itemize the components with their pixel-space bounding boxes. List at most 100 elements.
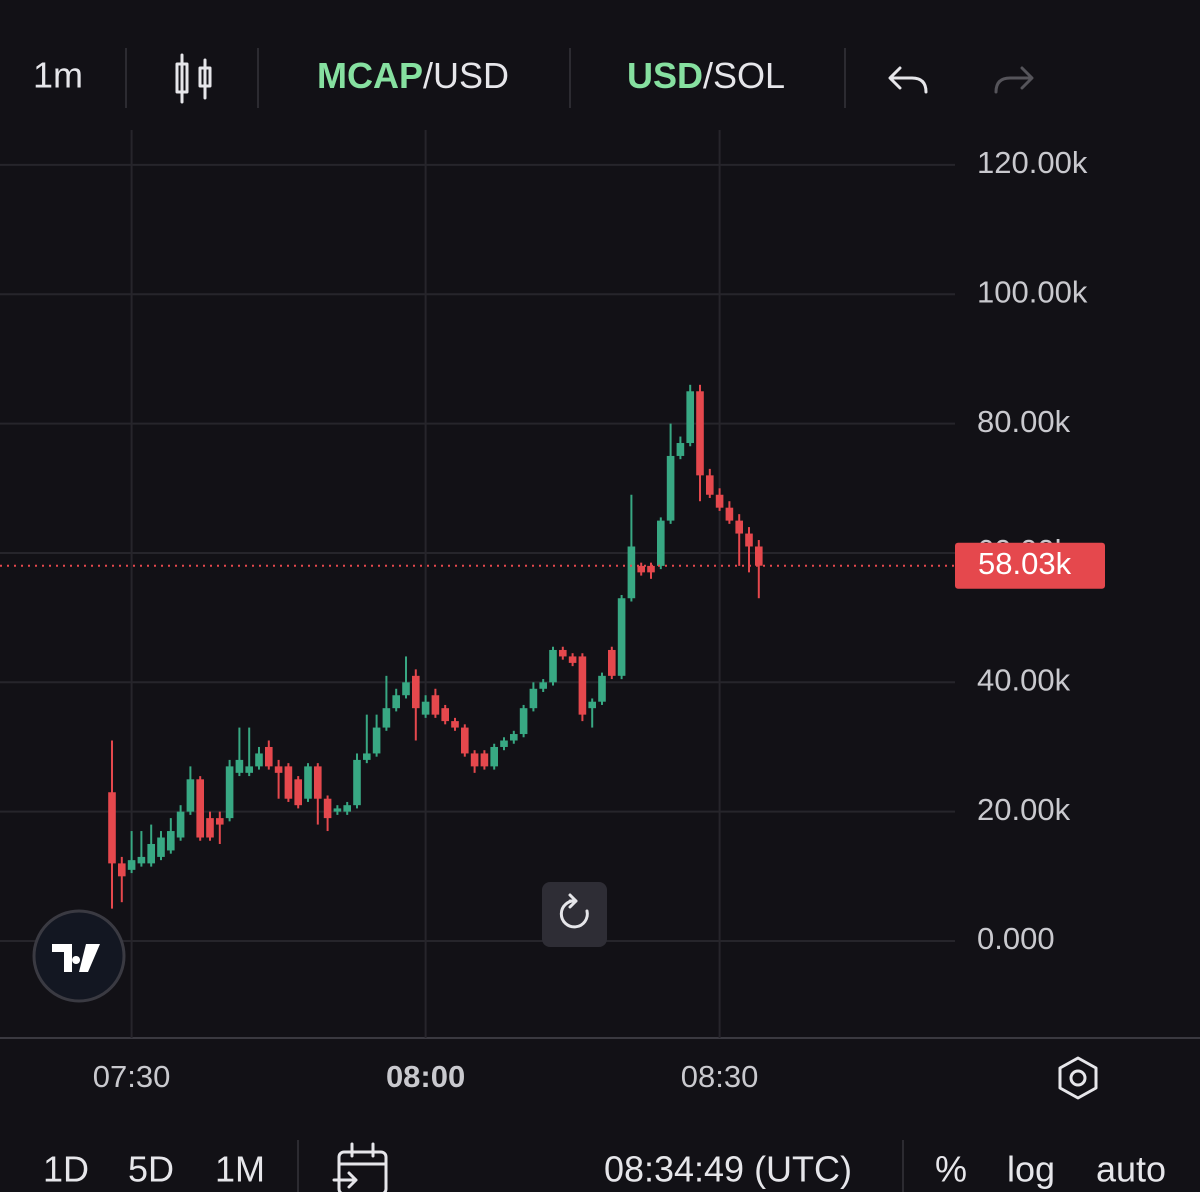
candle-body xyxy=(167,831,175,851)
bottom-bar: 1D 5D 1M 08:34:49 (UTC) % log auto xyxy=(43,1140,1166,1192)
candle-body xyxy=(216,818,224,825)
reset-button[interactable] xyxy=(542,882,607,947)
plot-area: 0.00020.00k40.00k60.00k80.00k100.00k120.… xyxy=(0,130,1105,1038)
candle-body xyxy=(725,507,734,521)
candle-body xyxy=(353,759,361,806)
usd-sol-toggle[interactable]: USD/SOL xyxy=(627,55,785,96)
undo-button[interactable] xyxy=(888,66,928,94)
y-tick-label: 80.00k xyxy=(977,404,1071,439)
candle-body xyxy=(441,708,449,722)
candle-body xyxy=(245,766,253,773)
candle-body xyxy=(314,766,322,799)
candle-body xyxy=(186,779,195,812)
candle-body xyxy=(412,675,420,709)
date-range-button[interactable] xyxy=(332,1142,388,1192)
chart-type-button[interactable] xyxy=(175,53,212,104)
auto-toggle[interactable]: auto xyxy=(1096,1149,1166,1190)
candle-body xyxy=(304,766,312,799)
range-button[interactable]: 5D xyxy=(128,1149,174,1190)
candle-body xyxy=(225,766,234,819)
last-price-label: 58.03k xyxy=(978,546,1072,581)
candle-body xyxy=(127,860,136,870)
candle-body xyxy=(265,746,273,767)
candle-body xyxy=(108,792,116,864)
candle-body xyxy=(666,455,675,521)
candle-body xyxy=(588,701,596,709)
candle-body xyxy=(451,721,459,728)
candle-body xyxy=(647,565,655,573)
candle-body xyxy=(284,766,293,799)
candle-body xyxy=(510,734,518,741)
candle-body xyxy=(696,391,704,476)
x-tick-label: 08:30 xyxy=(681,1059,759,1094)
candle-body xyxy=(500,740,508,747)
mcap-usd-toggle[interactable]: MCAP/USD xyxy=(317,55,509,96)
x-tick-label: 08:00 xyxy=(386,1059,465,1094)
candle-body xyxy=(118,863,126,877)
candle-body xyxy=(539,682,547,689)
candle-body xyxy=(461,727,469,754)
settings-icon xyxy=(1069,1069,1087,1087)
interval-button[interactable]: 1m xyxy=(33,55,83,96)
candle-body xyxy=(559,649,567,657)
candle-body xyxy=(363,753,371,760)
candle-body xyxy=(480,753,489,767)
range-button[interactable]: 1M xyxy=(215,1149,265,1190)
toggle-active: MCAP xyxy=(317,55,423,96)
candle-body xyxy=(637,565,645,573)
candle-body xyxy=(470,753,479,767)
candle-body xyxy=(147,843,155,864)
y-tick-label: 0.000 xyxy=(977,921,1055,956)
candle-body xyxy=(519,708,528,735)
toggle-active: USD xyxy=(627,55,703,96)
y-tick-label: 40.00k xyxy=(977,662,1071,697)
candle-body xyxy=(490,746,498,767)
candle-body xyxy=(157,837,165,857)
candle-body xyxy=(608,649,616,676)
candle-body xyxy=(578,656,587,715)
range-button[interactable]: 1D xyxy=(43,1149,89,1190)
percent-toggle[interactable]: % xyxy=(935,1149,967,1190)
y-tick-label: 120.00k xyxy=(977,145,1088,180)
candle-body xyxy=(206,818,214,838)
candle-body xyxy=(421,701,430,715)
redo-button[interactable] xyxy=(994,66,1034,94)
candle-body xyxy=(137,856,146,864)
reset-icon xyxy=(559,893,589,929)
logo-mark xyxy=(52,944,100,972)
candle-body xyxy=(382,708,391,728)
log-toggle[interactable]: log xyxy=(1007,1149,1055,1190)
candle-body xyxy=(176,811,185,838)
candle-body xyxy=(755,546,763,566)
candle-body xyxy=(235,759,244,773)
candle-body xyxy=(568,656,577,663)
candle-body xyxy=(745,533,753,547)
candle-body xyxy=(274,766,283,773)
y-tick-label: 100.00k xyxy=(977,274,1088,309)
x-tick-label: 07:30 xyxy=(93,1059,171,1094)
candle-body xyxy=(549,649,557,683)
toggle-inactive: /USD xyxy=(423,55,509,96)
candle-body xyxy=(617,598,626,676)
toggle-inactive: /SOL xyxy=(703,55,785,96)
candle-body xyxy=(333,808,342,812)
candle-body xyxy=(529,688,538,709)
candle-body xyxy=(706,475,714,495)
candle-body xyxy=(657,520,665,566)
candle-body xyxy=(392,695,400,709)
candle-body xyxy=(255,753,263,767)
candle-body xyxy=(402,682,410,696)
candle-body xyxy=(686,391,694,444)
candle-body xyxy=(294,779,302,806)
candle-body xyxy=(598,675,606,702)
candle-body xyxy=(196,779,204,838)
candle-body xyxy=(715,494,724,508)
candle-body xyxy=(431,695,440,715)
candle-body xyxy=(372,727,381,754)
candle-body xyxy=(735,520,743,534)
settings-button[interactable] xyxy=(1058,1056,1098,1100)
y-tick-label: 20.00k xyxy=(977,792,1071,827)
tradingview-logo[interactable] xyxy=(32,909,126,1003)
